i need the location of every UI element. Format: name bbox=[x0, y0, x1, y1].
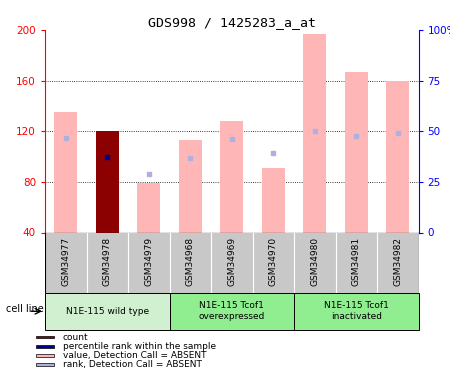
Text: GSM34980: GSM34980 bbox=[310, 237, 319, 286]
Text: rank, Detection Call = ABSENT: rank, Detection Call = ABSENT bbox=[63, 360, 202, 369]
Text: N1E-115 wild type: N1E-115 wild type bbox=[66, 307, 149, 316]
Text: GSM34982: GSM34982 bbox=[393, 237, 402, 286]
Text: GSM34969: GSM34969 bbox=[227, 237, 236, 286]
Bar bbox=[137, 183, 160, 232]
Text: GSM34977: GSM34977 bbox=[61, 237, 70, 286]
Bar bbox=[36, 345, 54, 348]
Text: cell line: cell line bbox=[6, 304, 44, 314]
Bar bbox=[54, 112, 77, 232]
Bar bbox=[96, 131, 119, 232]
Bar bbox=[262, 168, 285, 232]
Bar bbox=[36, 336, 54, 339]
Bar bbox=[36, 354, 54, 357]
Text: GSM34970: GSM34970 bbox=[269, 237, 278, 286]
Text: GSM34978: GSM34978 bbox=[103, 237, 112, 286]
Bar bbox=[220, 121, 243, 232]
Text: percentile rank within the sample: percentile rank within the sample bbox=[63, 342, 216, 351]
Bar bbox=[179, 140, 202, 232]
Bar bbox=[294, 292, 418, 330]
Text: value, Detection Call = ABSENT: value, Detection Call = ABSENT bbox=[63, 351, 207, 360]
Text: GSM34981: GSM34981 bbox=[352, 237, 361, 286]
Bar bbox=[345, 72, 368, 232]
Text: N1E-115 Tcof1
inactivated: N1E-115 Tcof1 inactivated bbox=[324, 301, 389, 321]
Text: GSM34979: GSM34979 bbox=[144, 237, 153, 286]
Bar bbox=[303, 34, 326, 232]
Text: N1E-115 Tcof1
overexpressed: N1E-115 Tcof1 overexpressed bbox=[198, 301, 265, 321]
Text: GSM34968: GSM34968 bbox=[186, 237, 195, 286]
Bar bbox=[387, 81, 409, 232]
Bar bbox=[36, 363, 54, 366]
Title: GDS998 / 1425283_a_at: GDS998 / 1425283_a_at bbox=[148, 16, 316, 29]
Text: count: count bbox=[63, 333, 89, 342]
Bar bbox=[45, 292, 170, 330]
Bar bbox=[170, 292, 294, 330]
